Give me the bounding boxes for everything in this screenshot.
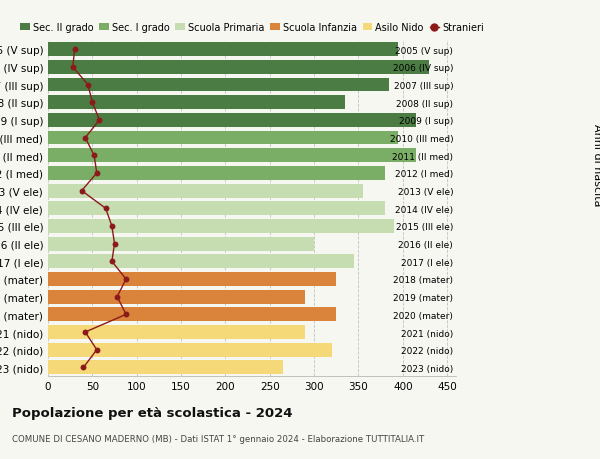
Point bbox=[107, 258, 116, 265]
Bar bbox=[48, 290, 305, 304]
Text: Popolazione per età scolastica - 2024: Popolazione per età scolastica - 2024 bbox=[12, 406, 293, 419]
Point bbox=[92, 346, 101, 353]
Point bbox=[110, 241, 119, 248]
Bar bbox=[48, 131, 398, 145]
Point bbox=[95, 117, 104, 124]
Bar bbox=[48, 96, 345, 110]
Point bbox=[121, 276, 131, 283]
Point bbox=[112, 293, 122, 301]
Bar bbox=[48, 308, 336, 322]
Bar bbox=[48, 114, 416, 128]
Legend: Sec. II grado, Sec. I grado, Scuola Primaria, Scuola Infanzia, Asilo Nido, Stran: Sec. II grado, Sec. I grado, Scuola Prim… bbox=[20, 23, 484, 33]
Bar bbox=[48, 361, 283, 375]
Bar bbox=[48, 149, 416, 163]
Bar bbox=[48, 185, 363, 198]
Point bbox=[121, 311, 131, 319]
Point bbox=[88, 99, 97, 106]
Point bbox=[68, 64, 77, 72]
Point bbox=[107, 223, 116, 230]
Bar bbox=[48, 202, 385, 216]
Bar bbox=[48, 273, 336, 286]
Bar bbox=[48, 61, 430, 75]
Bar bbox=[48, 78, 389, 92]
Bar bbox=[48, 255, 354, 269]
Bar bbox=[48, 237, 314, 251]
Point bbox=[70, 46, 79, 54]
Bar bbox=[48, 219, 394, 233]
Point bbox=[80, 329, 90, 336]
Point bbox=[77, 188, 86, 195]
Point bbox=[92, 170, 101, 177]
Point bbox=[80, 134, 90, 142]
Point bbox=[79, 364, 88, 371]
Point bbox=[89, 152, 99, 160]
Bar bbox=[48, 325, 305, 339]
Point bbox=[83, 82, 93, 89]
Bar bbox=[48, 343, 332, 357]
Bar bbox=[48, 43, 398, 57]
Text: Anni di nascita: Anni di nascita bbox=[592, 124, 600, 207]
Point bbox=[101, 205, 110, 213]
Text: COMUNE DI CESANO MADERNO (MB) - Dati ISTAT 1° gennaio 2024 - Elaborazione TUTTIT: COMUNE DI CESANO MADERNO (MB) - Dati IST… bbox=[12, 434, 424, 443]
Bar bbox=[48, 167, 385, 180]
